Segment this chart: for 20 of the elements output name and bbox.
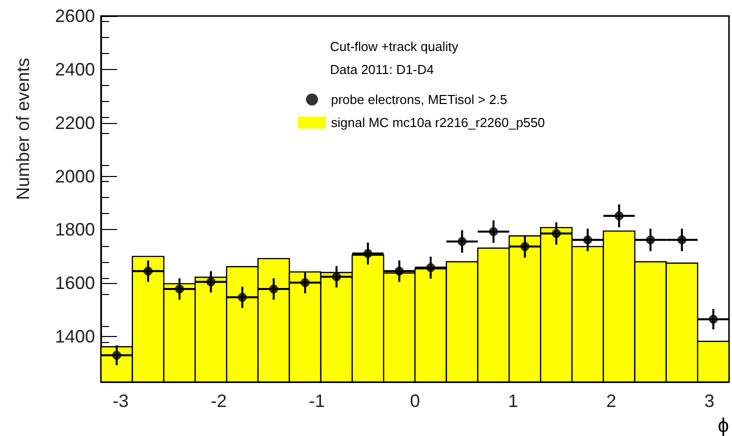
y-tick-label: 2000 bbox=[54, 166, 95, 186]
y-tick-label: 2600 bbox=[54, 6, 95, 26]
x-tick-label: -2 bbox=[210, 391, 227, 411]
x-tick-label: -3 bbox=[112, 391, 129, 411]
x-tick-label: 1 bbox=[508, 391, 518, 411]
y-axis-title: Number of events bbox=[13, 58, 33, 200]
legend-label: probe electrons, METisol > 2.5 bbox=[331, 92, 508, 107]
y-tick-label: 2400 bbox=[54, 59, 95, 80]
x-tick-label: -1 bbox=[308, 391, 325, 411]
x-tick-label: 3 bbox=[704, 391, 714, 411]
y-tick-label: 1400 bbox=[54, 326, 95, 347]
annotation: Data 2011: D1-D4 bbox=[330, 62, 434, 77]
y-tick-label: 1800 bbox=[54, 220, 95, 240]
x-axis-title: ϕ bbox=[718, 415, 729, 436]
y-tick-label: 2200 bbox=[54, 112, 95, 133]
x-tick-label: 2 bbox=[606, 391, 616, 411]
legend-title: Cut-flow +track quality bbox=[330, 39, 459, 54]
y-tick-label: 1600 bbox=[54, 273, 95, 294]
x-tick-label: 0 bbox=[410, 391, 420, 411]
legend-label: signal MC mc10a r2216_r2260_p550 bbox=[331, 115, 545, 130]
